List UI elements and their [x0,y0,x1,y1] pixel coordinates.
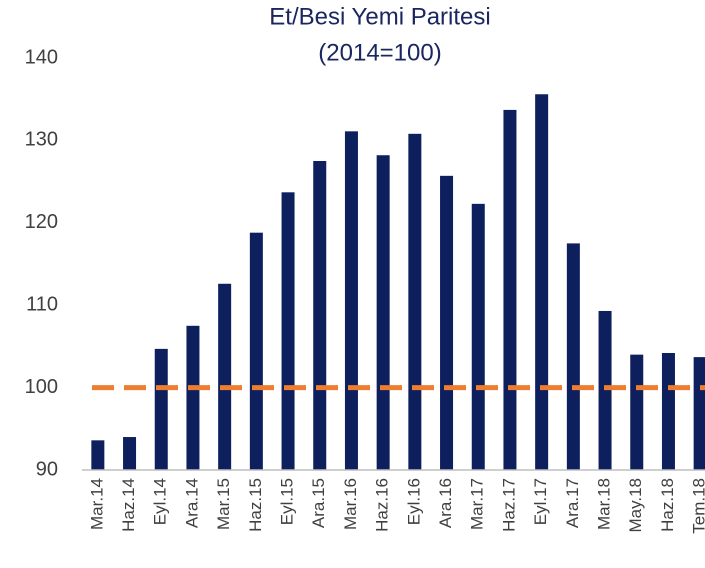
x-tick-label: Tem.18 [690,478,705,534]
bar [344,131,358,470]
bar [535,94,549,471]
bar [376,155,390,470]
x-tick-label: Haz.15 [246,478,265,532]
x-tick-label: Eyl.17 [531,478,550,525]
x-tick-label: Mar.15 [214,478,233,530]
bar [186,325,200,470]
x-tick-label: Ara.15 [309,478,328,528]
bar [408,133,422,471]
chart-title: Et/Besi Yemi Paritesi [269,3,490,30]
bar [693,357,705,470]
bar [471,203,485,470]
bar [566,243,580,470]
y-tick-label: 120 [25,211,58,233]
x-tick-label: Mar.18 [595,478,614,530]
bar [313,161,327,470]
bar [281,192,295,470]
y-tick-label: 100 [25,376,58,398]
y-tick-label: 110 [26,293,58,315]
x-tick-label: Mar.17 [468,478,487,530]
x-tick-label: Eyl.15 [278,478,297,525]
x-tick-label: Ara.16 [436,478,455,528]
bar [661,352,675,470]
bar [630,354,644,470]
x-tick-label: Haz.18 [658,478,677,532]
bar [503,109,517,471]
bar [123,437,137,470]
x-tick-label: Ara.14 [182,478,201,528]
x-tick-label: Mar.16 [341,478,360,530]
bar [154,348,168,470]
bar [91,440,105,470]
bar [598,310,612,470]
bar [218,283,232,470]
x-tick-label: Mar.14 [87,478,106,530]
bar [249,232,263,470]
x-tick-label: Eyl.16 [404,478,423,525]
chart-subtitle: (2014=100) [318,39,441,66]
y-tick-label: 130 [25,129,58,151]
bar [440,175,454,470]
x-tick-label: Ara.17 [563,478,582,528]
x-tick-label: Haz.14 [119,478,138,532]
y-tick-label: 140 [25,46,58,68]
x-tick-label: Haz.17 [499,478,518,532]
x-tick-label: May.18 [626,478,645,533]
x-tick-label: Haz.16 [373,478,392,532]
y-tick-label: 90 [36,458,58,480]
x-tick-label: Eyl.14 [151,478,170,525]
